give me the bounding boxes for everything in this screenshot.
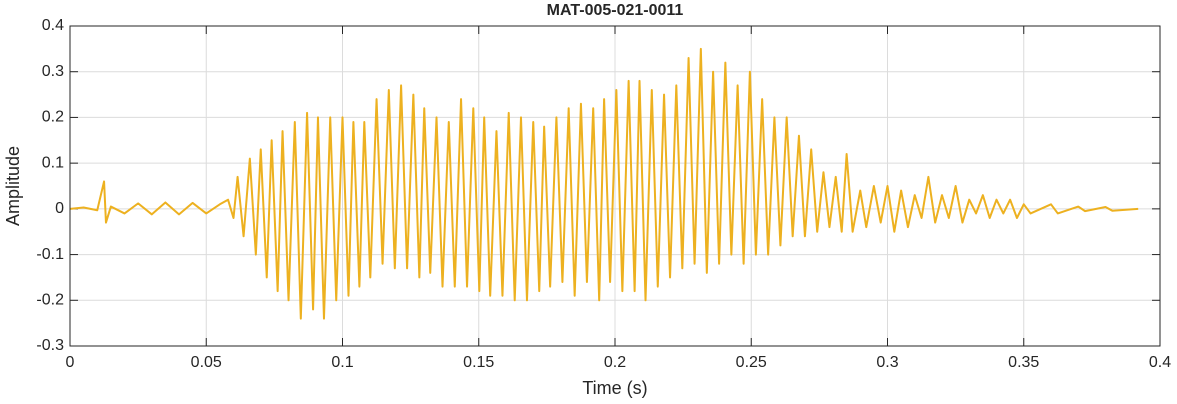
x-tick-label: 0.05: [191, 354, 222, 371]
y-tick-label: 0.4: [42, 17, 64, 34]
y-tick-label: 0.2: [42, 109, 64, 126]
y-tick-label: 0.1: [42, 154, 64, 171]
x-tick-label: 0.4: [1149, 354, 1171, 371]
axes-box: [69, 25, 1161, 347]
y-tick-label: -0.2: [36, 292, 64, 309]
x-tick-label: 0.35: [1008, 354, 1039, 371]
y-tick-label: 0: [55, 200, 64, 217]
x-axis-label: Time (s): [582, 378, 647, 398]
y-tick-label: -0.1: [36, 246, 64, 263]
y-axis-label: Amplitude: [3, 146, 23, 226]
x-tick-label: 0.2: [604, 354, 626, 371]
x-tick-label: 0.25: [736, 354, 767, 371]
x-tick-label: 0.15: [463, 354, 494, 371]
y-tick-label: -0.3: [36, 337, 64, 354]
x-tick-label: 0.1: [331, 354, 353, 371]
y-tick-label: 0.3: [42, 63, 64, 80]
x-tick-label: 0.3: [876, 354, 898, 371]
x-tick-label: 0: [66, 354, 75, 371]
chart-title: MAT-005-021-0011: [547, 2, 684, 19]
waveform-line: [69, 47, 1139, 320]
